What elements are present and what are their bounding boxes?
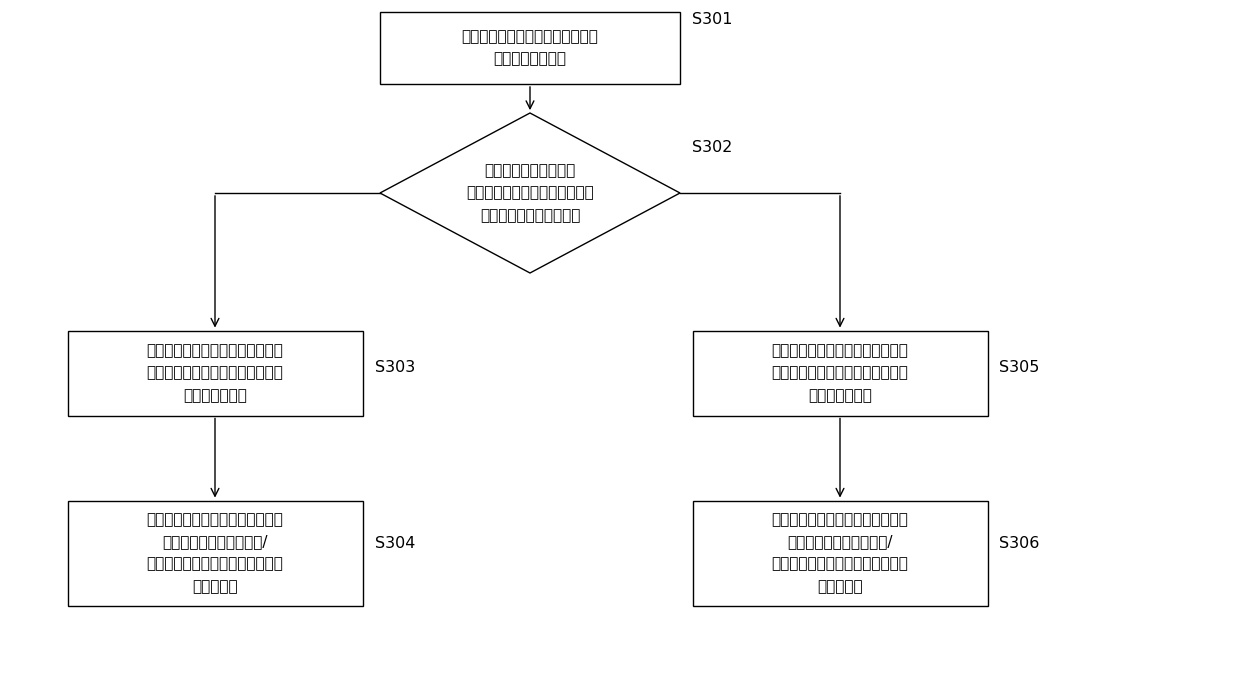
Text: 根据所述扭矩交换值，通过减少所
述第一电机的输出扭矩和/
或增加所述第二电机的输出扭矩进
行扭矩补偿: 根据所述扭矩交换值，通过减少所 述第一电机的输出扭矩和/ 或增加所述第二电机的输… <box>771 512 909 594</box>
Text: 对所述第一电机的轴角
加速度和所述第二电机的轴角加
速度之间的大小进行判断: 对所述第一电机的轴角 加速度和所述第二电机的轴角加 速度之间的大小进行判断 <box>466 164 594 222</box>
Text: S303: S303 <box>374 360 414 376</box>
Bar <box>67 331 362 416</box>
Text: 根据所述扭矩交换值，通过增加所
述第一电机的输出扭矩和/
或减少所述第二电机的输出扭矩进
行扭矩补偿: 根据所述扭矩交换值，通过增加所 述第一电机的输出扭矩和/ 或减少所述第二电机的输… <box>146 512 284 594</box>
Text: 当所述第一电机的轴角加速度大于
所述第二电机的轴角加速度时，计
算出扭矩交换值: 当所述第一电机的轴角加速度大于 所述第二电机的轴角加速度时，计 算出扭矩交换值 <box>146 343 284 403</box>
Bar <box>692 331 987 416</box>
Bar <box>379 12 680 84</box>
Bar <box>67 500 362 606</box>
Text: 获取第一电机的轴角加速度和第二
电机的轴角加速度: 获取第一电机的轴角加速度和第二 电机的轴角加速度 <box>461 29 599 67</box>
Polygon shape <box>379 113 680 273</box>
Text: 当所述第一电机的轴角加速度小于
所述第二电机的轴角加速度时，计
算出扭矩交换值: 当所述第一电机的轴角加速度小于 所述第二电机的轴角加速度时，计 算出扭矩交换值 <box>771 343 909 403</box>
Text: S305: S305 <box>999 360 1040 376</box>
Text: S301: S301 <box>692 12 733 28</box>
Text: S306: S306 <box>999 536 1040 550</box>
Bar <box>692 500 987 606</box>
Text: S304: S304 <box>374 536 415 550</box>
Text: S302: S302 <box>692 141 733 155</box>
